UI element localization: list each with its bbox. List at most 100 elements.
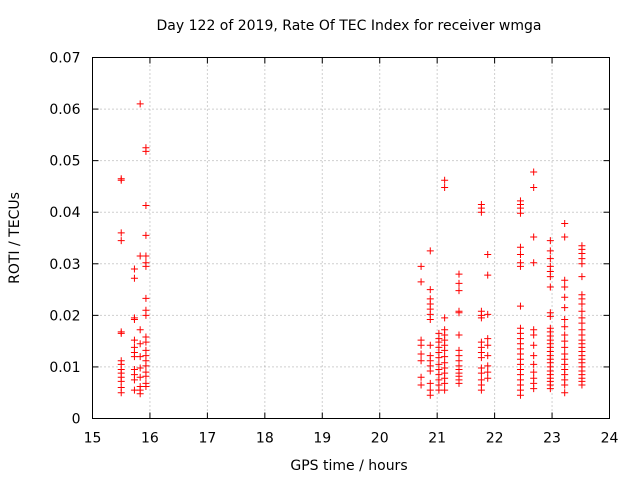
data-points [117, 100, 586, 399]
data-point [516, 243, 524, 251]
data-point [426, 315, 434, 323]
data-point [130, 376, 138, 384]
data-point [435, 354, 443, 362]
data-point [455, 287, 463, 295]
data-point [117, 389, 125, 397]
data-point [484, 352, 492, 360]
data-point [455, 279, 463, 287]
data-point [136, 353, 144, 361]
data-point [561, 233, 569, 241]
data-point [484, 362, 492, 370]
x-tick-label: 22 [486, 431, 504, 447]
data-point [530, 360, 538, 368]
data-point [477, 314, 485, 322]
data-point [530, 341, 538, 349]
data-point [426, 341, 434, 349]
x-tick-label: 19 [313, 431, 331, 447]
data-point [530, 385, 538, 393]
data-point [142, 262, 150, 270]
data-point [130, 315, 138, 323]
data-point [546, 237, 554, 245]
data-point [484, 341, 492, 349]
data-point [578, 381, 586, 389]
data-point [426, 367, 434, 375]
data-point [546, 312, 554, 320]
y-axis-title: ROTI / TECUs [7, 192, 23, 284]
y-tick-label: 0.06 [49, 102, 80, 118]
data-point [426, 286, 434, 294]
data-point [441, 314, 449, 322]
data-point [530, 368, 538, 376]
axis-ticks: 15 16 17 18 19 20 21 22 23 24 0 0.01 0.02 0.03 0.04 0.0… [49, 51, 618, 447]
data-point [546, 385, 554, 393]
data-point [477, 208, 485, 216]
data-point [484, 310, 492, 318]
data-point [441, 346, 449, 354]
x-tick-label: 21 [428, 431, 446, 447]
data-point [417, 381, 425, 389]
data-point [455, 379, 463, 387]
data-point [455, 331, 463, 339]
y-tick-label: 0.02 [49, 308, 80, 324]
data-point [546, 273, 554, 281]
data-point [117, 229, 125, 237]
data-point [530, 233, 538, 241]
data-point [578, 260, 586, 268]
data-point [117, 237, 125, 245]
data-point [142, 311, 150, 319]
data-point [516, 391, 524, 399]
data-point [142, 338, 150, 346]
y-tick-label: 0.01 [49, 360, 80, 376]
data-point [142, 147, 150, 155]
data-point [561, 337, 569, 345]
data-point [142, 372, 150, 380]
data-point [477, 369, 485, 377]
data-point [578, 319, 586, 327]
data-point [484, 335, 492, 343]
data-point [530, 352, 538, 360]
data-point [441, 379, 449, 387]
data-point [441, 176, 449, 184]
data-point [117, 377, 125, 385]
data-point [136, 340, 144, 348]
data-point [417, 373, 425, 381]
data-point [142, 202, 150, 210]
y-tick-label: 0.03 [49, 257, 80, 273]
data-point [477, 354, 485, 362]
data-point [530, 259, 538, 267]
data-point [130, 336, 138, 344]
data-point [117, 329, 125, 337]
data-point [136, 390, 144, 398]
data-point [546, 247, 554, 255]
data-point [561, 343, 569, 351]
data-point [516, 251, 524, 259]
data-point [578, 300, 586, 308]
data-point [561, 293, 569, 301]
data-point [578, 307, 586, 315]
data-point [417, 350, 425, 358]
y-tick-label: 0.07 [49, 51, 80, 67]
data-point [561, 389, 569, 397]
data-point [561, 283, 569, 291]
data-point [426, 391, 434, 399]
data-point [484, 374, 492, 382]
data-point [136, 364, 144, 372]
plot-frame [92, 57, 610, 419]
data-point [136, 326, 144, 334]
data-point [561, 220, 569, 228]
data-point [516, 262, 524, 270]
data-point [484, 251, 492, 259]
data-point [117, 176, 125, 184]
data-point [136, 100, 144, 108]
data-point [441, 386, 449, 394]
data-point [417, 262, 425, 270]
x-tick-label: 20 [371, 431, 389, 447]
data-point [561, 276, 569, 284]
data-point [484, 271, 492, 279]
data-point [561, 323, 569, 331]
data-point [426, 247, 434, 255]
data-point [136, 373, 144, 381]
data-point [426, 379, 434, 387]
